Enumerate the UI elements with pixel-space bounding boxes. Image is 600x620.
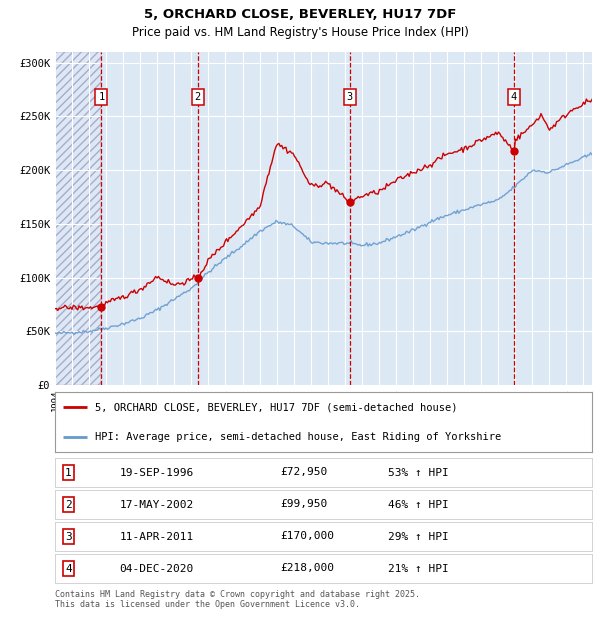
Text: £218,000: £218,000 [281, 564, 335, 574]
Text: £99,950: £99,950 [281, 500, 328, 510]
Text: 5, ORCHARD CLOSE, BEVERLEY, HU17 7DF: 5, ORCHARD CLOSE, BEVERLEY, HU17 7DF [144, 8, 456, 21]
Text: 4: 4 [65, 564, 72, 574]
Text: 4: 4 [511, 92, 517, 102]
Text: 1: 1 [65, 467, 72, 477]
Text: 17-MAY-2002: 17-MAY-2002 [119, 500, 194, 510]
Text: 2: 2 [65, 500, 72, 510]
Text: 19-SEP-1996: 19-SEP-1996 [119, 467, 194, 477]
Text: 21% ↑ HPI: 21% ↑ HPI [388, 564, 449, 574]
Text: 5, ORCHARD CLOSE, BEVERLEY, HU17 7DF (semi-detached house): 5, ORCHARD CLOSE, BEVERLEY, HU17 7DF (se… [95, 402, 458, 412]
Text: 46% ↑ HPI: 46% ↑ HPI [388, 500, 449, 510]
Text: HPI: Average price, semi-detached house, East Riding of Yorkshire: HPI: Average price, semi-detached house,… [95, 432, 502, 442]
Text: £72,950: £72,950 [281, 467, 328, 477]
Bar [55, 52, 101, 385]
Text: £170,000: £170,000 [281, 531, 335, 541]
Text: 1: 1 [98, 92, 104, 102]
Text: 2: 2 [195, 92, 201, 102]
Text: 3: 3 [65, 531, 72, 541]
Text: 11-APR-2011: 11-APR-2011 [119, 531, 194, 541]
Text: Contains HM Land Registry data © Crown copyright and database right 2025.
This d: Contains HM Land Registry data © Crown c… [55, 590, 420, 609]
Text: 29% ↑ HPI: 29% ↑ HPI [388, 531, 449, 541]
Text: 04-DEC-2020: 04-DEC-2020 [119, 564, 194, 574]
Text: Price paid vs. HM Land Registry's House Price Index (HPI): Price paid vs. HM Land Registry's House … [131, 26, 469, 39]
Text: 53% ↑ HPI: 53% ↑ HPI [388, 467, 449, 477]
Text: 3: 3 [346, 92, 353, 102]
